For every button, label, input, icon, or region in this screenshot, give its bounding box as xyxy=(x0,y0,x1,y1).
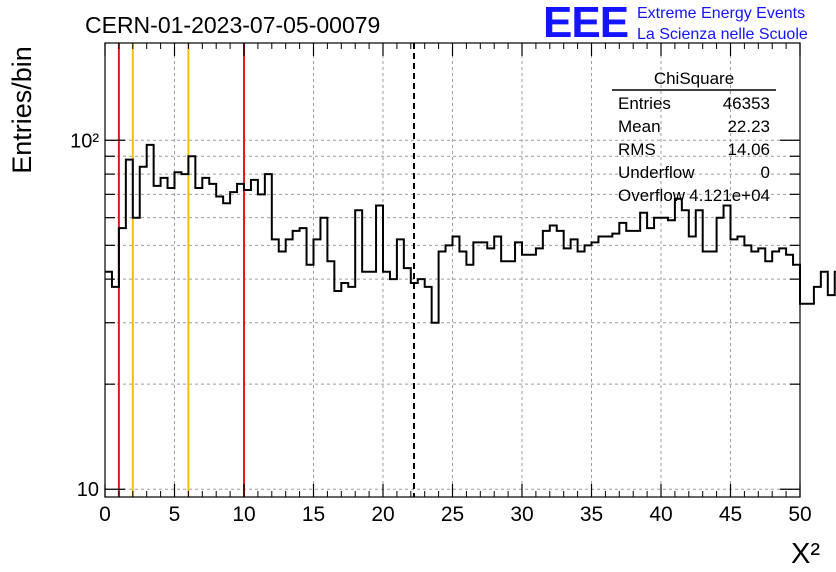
stats-value-overflow: 4.121e+04 xyxy=(689,186,770,205)
eee-logo-mark: EEE xyxy=(543,0,628,47)
x-tick-label: 25 xyxy=(441,503,464,526)
stats-value-underflow: 0 xyxy=(761,163,770,182)
y-tick-labels: 10 10² xyxy=(70,130,99,501)
stats-value-mean: 22.23 xyxy=(727,117,770,136)
y-tick-label: 10 xyxy=(77,479,99,501)
x-tick-label: 50 xyxy=(788,503,811,526)
x-tick-label: 0 xyxy=(99,503,111,526)
stats-label-mean: Mean xyxy=(618,117,661,136)
eee-logo: EEE Extreme Energy Events La Scienza nel… xyxy=(543,0,808,47)
histogram-series xyxy=(105,143,836,324)
grid-lines xyxy=(105,43,800,497)
stats-box: ChiSquare Entries 46353 Mean 22.23 RMS 1… xyxy=(612,69,776,205)
stats-value-rms: 14.06 xyxy=(727,140,770,159)
stats-label-underflow: Underflow xyxy=(618,163,695,182)
eee-logo-line2: La Scienza nelle Scuole xyxy=(637,26,808,43)
x-tick-label: 30 xyxy=(510,503,533,526)
eee-logo-line1: Extreme Energy Events xyxy=(637,5,805,22)
run-title: CERN-01-2023-07-05-00079 xyxy=(85,12,380,38)
x-tick-label: 35 xyxy=(580,503,603,526)
x-tick-label: 20 xyxy=(371,503,394,526)
y-tick-label: 10² xyxy=(70,130,99,152)
x-tick-label: 40 xyxy=(649,503,672,526)
stats-label-entries: Entries xyxy=(618,94,671,113)
axis-ticks xyxy=(104,43,801,497)
x-tick-label: 45 xyxy=(719,503,742,526)
stats-title: ChiSquare xyxy=(654,69,734,88)
stats-value-entries: 46353 xyxy=(723,94,770,113)
stats-label-overflow: Overflow xyxy=(618,186,686,205)
x-tick-label: 5 xyxy=(169,503,181,526)
x-axis-title: X² xyxy=(791,538,820,570)
stats-label-rms: RMS xyxy=(618,140,656,159)
x-tick-label: 10 xyxy=(232,503,255,526)
y-axis-title: Entries/bin xyxy=(7,46,37,174)
x-tick-labels: 0 5 10 15 20 25 30 35 40 45 50 xyxy=(99,503,812,526)
x-tick-label: 15 xyxy=(302,503,325,526)
